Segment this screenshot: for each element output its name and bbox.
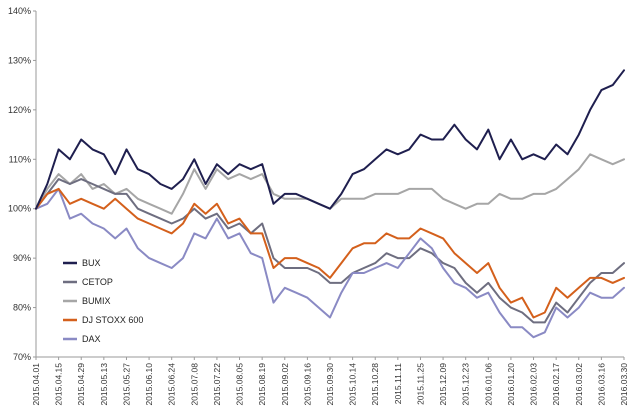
x-tick-label: 2015.10.28	[370, 363, 380, 406]
x-axis-ticks: 2015.04.01 2015.04.15 2015.04.29 2015.05.13…	[31, 357, 629, 406]
x-tick-label: 2015.08.05	[235, 363, 245, 406]
x-tick-label: 2015.09.30	[325, 363, 335, 406]
y-axis-ticks: 70% 80% 90% 100% 110% 120% 130% 140%	[8, 6, 36, 362]
y-tick-label: 100%	[8, 204, 31, 214]
y-tick-label: 80%	[13, 303, 31, 313]
x-tick-label: 2015.12.23	[461, 363, 471, 406]
x-tick-label: 2015.09.02	[280, 363, 290, 406]
y-tick-label: 130%	[8, 55, 31, 65]
x-tick-label: 2016.02.17	[551, 363, 561, 406]
y-tick-label: 140%	[8, 6, 31, 16]
x-tick-label: 2016.03.02	[574, 363, 584, 406]
x-tick-label: 2015.10.14	[348, 363, 358, 406]
legend-label: BUX	[82, 258, 101, 268]
legend-label: DAX	[82, 334, 101, 344]
chart-axes	[35, 11, 624, 358]
x-tick-label: 2015.11.11	[393, 363, 403, 405]
x-tick-label: 2015.06.24	[167, 363, 177, 406]
x-tick-label: 2015.12.09	[438, 363, 448, 406]
x-tick-label: 2015.04.01	[31, 363, 41, 406]
y-tick-label: 110%	[9, 154, 31, 164]
x-tick-label: 2016.02.03	[529, 363, 539, 406]
x-tick-label: 2015.06.10	[144, 363, 154, 406]
x-tick-label: 2015.05.13	[99, 363, 109, 406]
x-tick-label: 2016.03.30	[619, 363, 629, 406]
x-tick-label: 2015.05.27	[121, 363, 131, 406]
legend-label: CETOP	[82, 277, 113, 287]
y-tick-label: 90%	[13, 253, 31, 263]
legend-label: BUMIX	[82, 296, 111, 306]
legend-label: DJ STOXX 600	[82, 315, 143, 325]
legend: BUX CETOP BUMIX DJ STOXX 600 DAX	[63, 258, 143, 344]
x-tick-label: 2015.04.15	[54, 363, 64, 406]
x-tick-label: 2015.11.25	[415, 363, 425, 405]
y-tick-label: 120%	[8, 105, 31, 115]
x-tick-label: 2016.01.20	[506, 363, 516, 406]
series-line-cetop	[35, 178, 625, 324]
series-line-dax	[35, 187, 625, 339]
x-tick-label: 2015.04.29	[76, 363, 86, 406]
series-lines	[35, 69, 625, 339]
series-line-dj-stoxx-600	[35, 187, 625, 319]
x-tick-label: 2016.03.16	[596, 363, 606, 406]
y-tick-label: 70%	[13, 352, 31, 362]
x-tick-label: 2015.08.19	[257, 363, 267, 406]
x-tick-label: 2016.01.06	[483, 363, 493, 406]
series-line-bumix	[35, 153, 625, 215]
series-line-bux	[35, 69, 625, 210]
x-tick-label: 2015.09.16	[302, 363, 312, 406]
x-tick-label: 2015.07.08	[189, 363, 199, 406]
x-tick-label: 2015.07.22	[212, 363, 222, 406]
